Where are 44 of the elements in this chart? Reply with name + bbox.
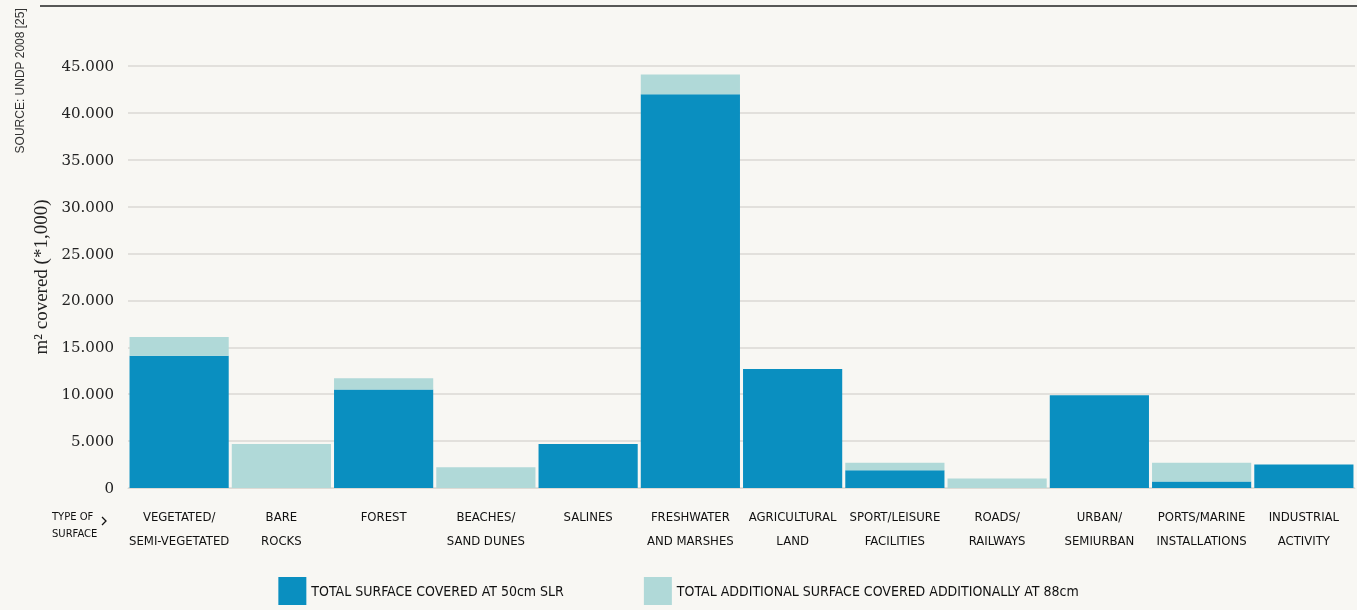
x-tick-label: VEGETATED/ SEMI-VEGETATED (128, 508, 230, 548)
bar (129, 337, 229, 356)
source-note: SOURCE: UNDP 2008 [25] (13, 8, 27, 154)
bar (436, 467, 536, 488)
bar (1152, 462, 1252, 482)
bar (845, 470, 945, 488)
y-tick-label: 15.000 (61, 338, 114, 357)
y-tick-label: 45.000 (61, 57, 114, 75)
bar (743, 368, 843, 488)
bar (947, 478, 1047, 488)
x-tick-label: AGRICULTURAL LAND (748, 508, 837, 548)
y-axis-title: m² covered (*1,000) (30, 199, 52, 355)
y-tick-label: 0 (104, 479, 114, 497)
x-tick-label: FRESHWATER AND MARSHES (647, 508, 734, 548)
x-tick-label: FOREST (360, 508, 408, 524)
x-tick-label: INDUSTRIAL ACTIVITY (1268, 508, 1340, 548)
x-tick-label: BARE ROCKS (261, 508, 302, 548)
text: TYPE OF SURFACE (51, 511, 98, 539)
bar (845, 462, 945, 471)
bar (640, 94, 740, 488)
y-tick-label: 5.000 (71, 432, 114, 451)
legend-label: TOTAL ADDITIONAL SURFACE COVERED ADDITIONALLY AT 88cm (675, 583, 1079, 599)
bar (334, 389, 434, 488)
x-tick-label: SALINES (563, 508, 613, 524)
x-tick-label: ROADS/ RAILWAYS (968, 508, 1026, 548)
bar (1254, 464, 1354, 488)
x-tick-label: URBAN/ SEMIURBAN (1064, 508, 1135, 548)
bar (640, 74, 740, 95)
bar (1049, 395, 1149, 488)
y-tick-label: 30.000 (61, 197, 114, 216)
x-tick-label: PORTS/MARINE INSTALLATIONS (1156, 508, 1247, 548)
y-tick-label: 40.000 (61, 103, 114, 122)
y-tick-label: 25.000 (61, 244, 114, 263)
bar (538, 443, 638, 488)
bar (231, 443, 331, 488)
y-tick-label: 10.000 (61, 385, 114, 404)
x-tick-label: SPORT/LEISURE FACILITIES (849, 508, 941, 548)
legend-label: TOTAL SURFACE COVERED AT 50cm SLR (310, 583, 565, 599)
bar (334, 378, 434, 390)
bar (1152, 481, 1252, 488)
bar (129, 355, 229, 488)
y-tick-label: 35.000 (61, 150, 114, 169)
y-tick-label: 20.000 (61, 291, 114, 310)
x-tick-label: BEACHES/ SAND DUNES (446, 508, 526, 548)
